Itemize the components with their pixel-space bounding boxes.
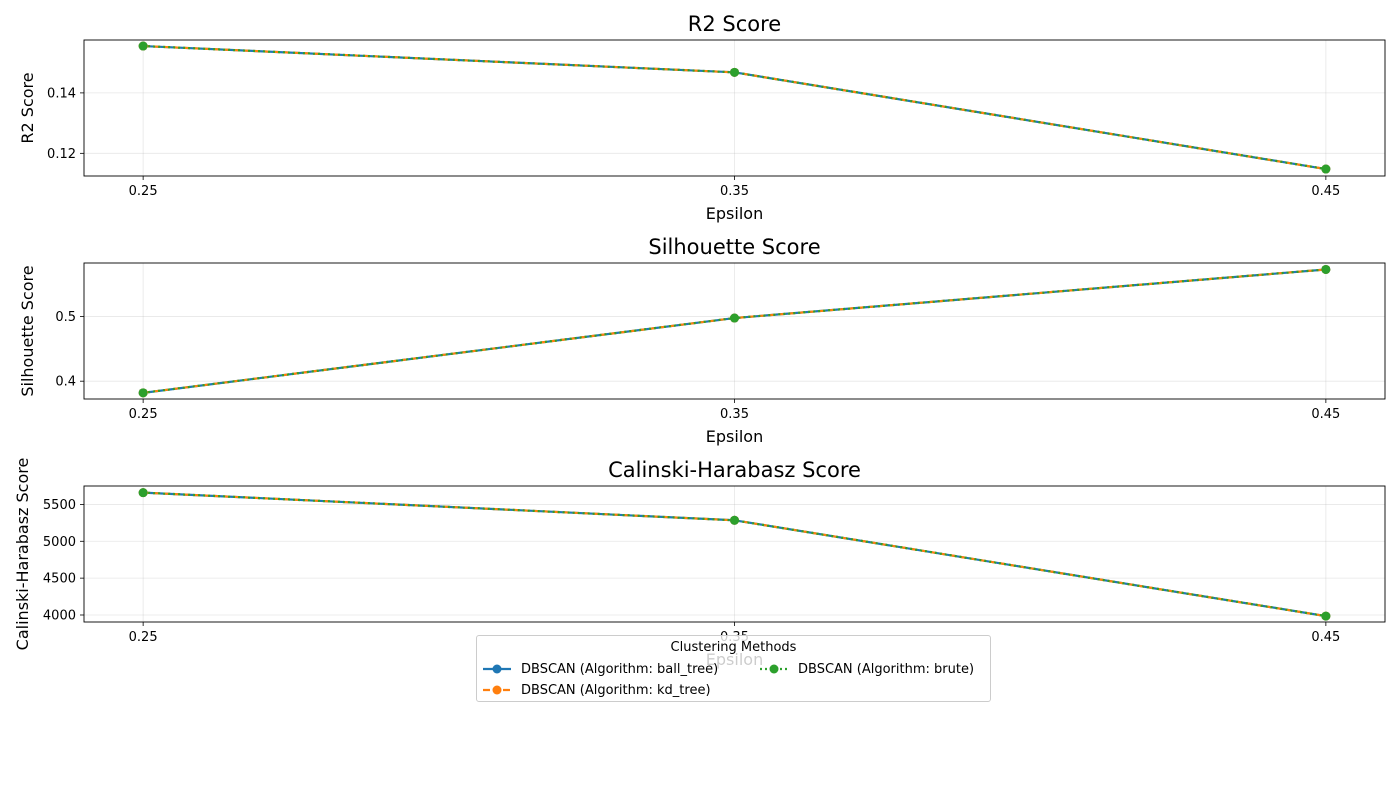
data-point-brute [1321,264,1331,274]
x-tick-label: 0.35 [720,184,749,199]
legend-swatch-kd-tree [483,685,511,695]
data-point-brute [138,388,148,398]
data-point-brute [138,41,148,51]
panel-title: R2 Score [688,12,781,36]
panel-title: Calinski-Harabasz Score [608,458,861,482]
y-tick-label: 0.4 [55,375,76,390]
data-point-brute [1321,611,1331,621]
x-tick-label: 0.25 [129,407,158,422]
panel-title: Silhouette Score [648,235,820,259]
chart-panel-1: 0.25 0.35 0.45 0.12 0.14 R2 Score Epsilon R2 Sc… [18,12,1386,223]
x-tick-label: 0.45 [1311,184,1340,199]
x-axis-label: Epsilon [706,204,763,223]
data-point-brute [730,515,739,525]
y-axis-label: R2 Score [18,72,37,143]
legend-swatch-brute [760,664,788,674]
data-point-brute [138,488,148,498]
x-tick-label: 0.25 [129,184,158,199]
legend-item-ball-tree: DBSCAN (Algorithm: ball_tree) [483,660,718,678]
data-point-brute [1321,164,1331,174]
y-tick-label: 0.14 [47,86,76,101]
y-axis-label: Silhouette Score [18,265,37,396]
chart-panel-2: 0.25 0.35 0.45 0.4 0.5 Silhouette Score Epsilo… [18,235,1386,446]
x-axis-label: Epsilon [706,427,763,446]
y-tick-label: 0.5 [55,310,76,325]
y-tick-label: 4000 [43,608,76,623]
x-tick-label: 0.35 [720,407,749,422]
y-tick-label: 0.12 [47,147,76,162]
chart-panel-3: 0.250.350.454000450050005500Calinski-Har… [13,458,1386,669]
series-line-brute [143,491,1327,618]
x-tick-label: 0.25 [129,630,158,645]
legend-label-brute: DBSCAN (Algorithm: brute) [798,661,975,677]
x-tick-label: 0.45 [1311,407,1340,422]
legend-title: Clustering Methods [670,640,797,655]
data-point-brute [730,67,739,77]
legend-label-ball-tree: DBSCAN (Algorithm: ball_tree) [521,661,719,677]
legend-label-kd-tree: DBSCAN (Algorithm: kd_tree) [521,682,711,698]
legend-swatch-ball-tree [483,664,511,674]
legend-item-kd-tree: DBSCAN (Algorithm: kd_tree) [483,681,711,699]
y-axis-label: Calinski-Harabasz Score [13,458,32,651]
legend-item-brute: DBSCAN (Algorithm: brute) [760,660,974,678]
x-tick-label: 0.45 [1311,630,1340,645]
y-tick-label: 5500 [43,498,76,513]
y-tick-label: 4500 [43,572,76,587]
data-point-brute [730,313,739,323]
legend: Clustering Methods DBSCAN (Algorithm: ba… [476,635,991,702]
y-tick-label: 5000 [43,535,76,550]
